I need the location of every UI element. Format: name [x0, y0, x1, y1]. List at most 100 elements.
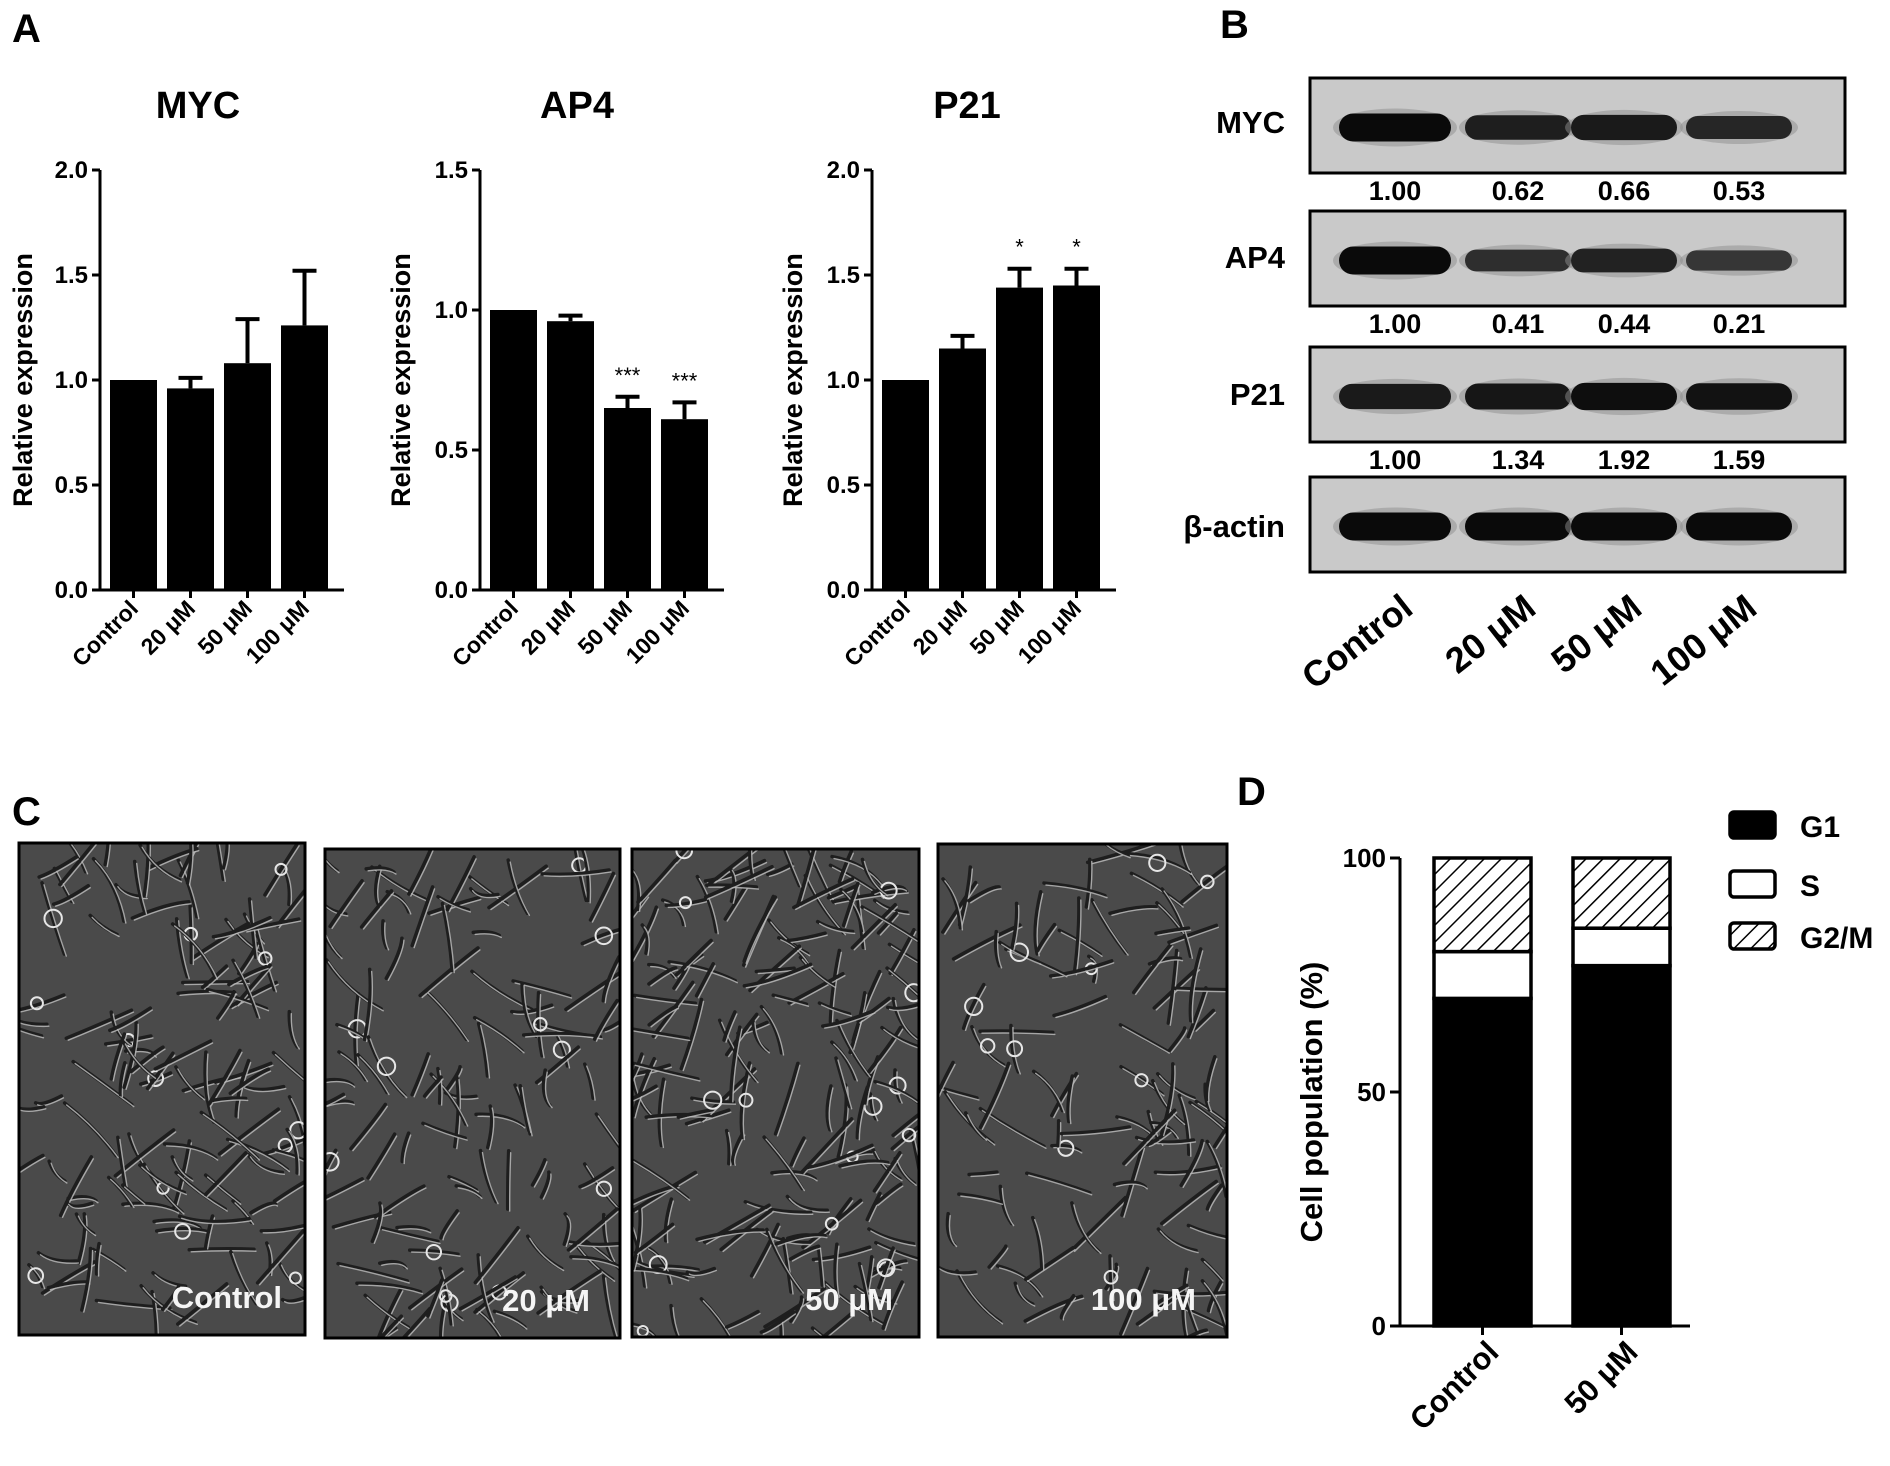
cell-edge-highlight — [667, 901, 708, 909]
cell-edge-highlight — [325, 1095, 347, 1108]
cell-edge-highlight — [844, 884, 861, 929]
cell-edge-highlight — [569, 1210, 620, 1253]
cycle-segment-s — [1432, 949, 1533, 1001]
cell-edge-highlight — [1203, 1260, 1224, 1282]
cell-edge-highlight — [91, 916, 120, 938]
cell-body — [217, 1107, 280, 1156]
cell-body — [384, 936, 404, 981]
cell-body — [438, 1266, 453, 1326]
cell-edge-highlight — [746, 1203, 814, 1216]
ap4-significance-marker: *** — [615, 363, 641, 388]
cell-edge-highlight — [837, 1059, 853, 1110]
cell-edge-highlight — [650, 965, 677, 980]
cell-edge-highlight — [340, 1053, 369, 1083]
cell-edge-highlight — [61, 843, 99, 888]
cell-edge-highlight — [67, 1011, 135, 1041]
cell-edge-highlight — [40, 858, 79, 880]
cell-edge-highlight — [891, 931, 917, 976]
cell-edge-highlight — [398, 1228, 432, 1234]
cell-body — [1108, 1254, 1114, 1301]
rounded-cell — [1134, 1073, 1149, 1088]
cell-edge-highlight — [177, 920, 190, 980]
cell-body — [215, 843, 226, 881]
cell-body — [478, 1148, 498, 1204]
cell-edge-highlight — [632, 908, 660, 964]
blot-band — [1465, 512, 1571, 541]
rounded-cell — [703, 1090, 723, 1110]
cell-body — [46, 1280, 90, 1290]
cell-edge-highlight — [1001, 943, 1042, 965]
cell-edge-highlight — [203, 967, 230, 990]
rounded-cell — [876, 1258, 896, 1278]
cell-body — [987, 1244, 1008, 1269]
rounded-cell — [425, 1243, 443, 1261]
cell-edge-highlight — [65, 1104, 119, 1159]
cell-body — [118, 1061, 127, 1097]
blot-band — [1571, 114, 1677, 141]
cell-body — [592, 998, 619, 1041]
rounded-cell — [1103, 1269, 1119, 1285]
ap4-y-tick-label: 1.0 — [435, 297, 468, 324]
cell-edge-highlight — [117, 886, 148, 900]
legend-swatch — [1728, 921, 1777, 951]
cell-body — [228, 1067, 271, 1096]
cell-edge-highlight — [896, 1159, 917, 1186]
micrograph-cells — [325, 849, 620, 1338]
cell-body — [1025, 1171, 1092, 1195]
cell-body — [536, 1269, 602, 1315]
cell-edge-highlight — [863, 860, 889, 897]
cell-body — [669, 1303, 681, 1337]
cell-edge-highlight — [643, 926, 650, 956]
cell-edge-highlight — [1180, 1096, 1192, 1157]
cell-body — [724, 1128, 731, 1166]
rounded-cell — [257, 951, 273, 966]
cell-body — [1009, 1023, 1021, 1074]
cell-edge-highlight — [97, 1244, 102, 1277]
cell-body — [588, 871, 616, 922]
cell-edge-highlight — [413, 1055, 431, 1098]
cell-edge-highlight — [268, 1244, 273, 1277]
cell-edge-highlight — [789, 934, 828, 944]
cell-body — [287, 1095, 305, 1160]
cell-body — [468, 886, 500, 898]
cell-body — [782, 849, 802, 888]
cell-edge-highlight — [726, 888, 748, 922]
cell-edge-highlight — [788, 1197, 830, 1213]
cell-edge-highlight — [448, 858, 477, 913]
cell-edge-highlight — [1155, 1292, 1227, 1297]
cell-edge-highlight — [141, 846, 183, 883]
cell-edge-highlight — [369, 1135, 398, 1181]
cell-edge-highlight — [55, 869, 75, 905]
ap4-chart-title: AP4 — [540, 85, 614, 127]
blot-band — [1571, 382, 1677, 411]
cell-body — [857, 1261, 873, 1322]
cell-body — [121, 1201, 179, 1213]
rounded-cell — [678, 896, 692, 910]
rounded-cell — [147, 1070, 165, 1087]
cell-edge-highlight — [883, 1028, 919, 1050]
cell-edge-highlight — [938, 1063, 956, 1101]
cell-edge-highlight — [581, 1169, 616, 1190]
cell-edge-highlight — [710, 849, 759, 887]
rounded-cell — [1057, 1139, 1075, 1157]
cell-body — [1023, 1294, 1084, 1323]
myc-chart-title: MYC — [156, 85, 240, 127]
cell-edge-highlight — [1148, 1131, 1172, 1148]
cell-edge-highlight — [826, 1314, 855, 1337]
cell-body — [647, 1004, 679, 1027]
cell-body — [938, 1060, 955, 1097]
cell-edge-highlight — [331, 882, 365, 930]
cell-edge-highlight — [514, 982, 573, 999]
cycle-category-label: Control — [1403, 1334, 1506, 1437]
cell-edge-highlight — [173, 925, 219, 980]
cell-body — [203, 1151, 248, 1197]
cell-edge-highlight — [380, 1290, 404, 1338]
cell-body — [663, 1197, 674, 1243]
cell-body — [771, 993, 809, 1006]
cell-edge-highlight — [325, 930, 343, 960]
cell-body — [506, 858, 530, 915]
blot-band — [1465, 383, 1571, 410]
cell-edge-highlight — [1158, 1075, 1197, 1101]
cell-edge-highlight — [429, 1281, 445, 1319]
cycle-segment-s — [1571, 926, 1672, 968]
